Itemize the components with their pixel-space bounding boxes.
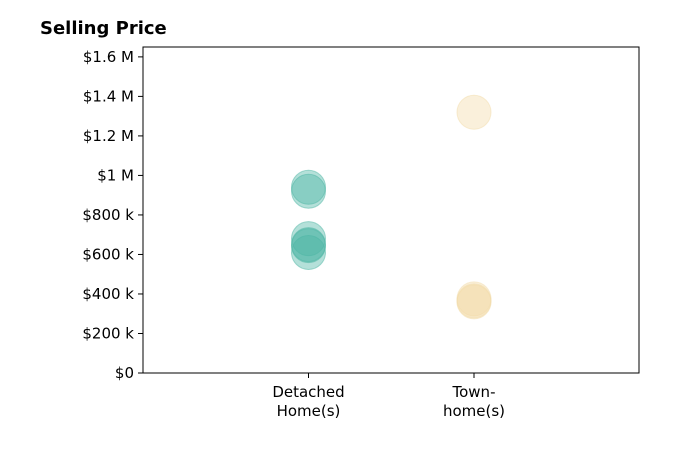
x-tick-label: Home(s) — [277, 402, 341, 420]
y-tick-label: $0 — [115, 364, 134, 382]
y-tick-label: $200 k — [82, 324, 134, 342]
y-tick-label: $400 k — [82, 285, 134, 303]
y-tick-label: $1.4 M — [83, 87, 134, 105]
data-point — [291, 228, 326, 264]
data-point — [291, 234, 326, 270]
y-tick-label: $600 k — [82, 245, 134, 263]
x-tick-label: home(s) — [443, 402, 505, 420]
data-points — [291, 94, 492, 320]
x-tick-label: Town- — [452, 383, 496, 401]
data-point — [456, 94, 492, 130]
plot-frame — [142, 46, 640, 374]
y-tick-label: $1.2 M — [83, 127, 134, 145]
chart-title: Selling Price — [40, 18, 167, 39]
y-tick-label: $1 M — [97, 166, 134, 184]
data-point — [456, 283, 492, 319]
data-point — [291, 169, 326, 205]
y-tick-label: $800 k — [82, 206, 134, 224]
x-tick-label: Detached — [272, 383, 344, 401]
y-tick-label: $1.6 M — [83, 48, 134, 66]
data-point — [291, 221, 326, 257]
y-axis: $0 $200 k $400 k $600 k $800 k $1 M $1.2 M $1.4… — [82, 48, 143, 382]
